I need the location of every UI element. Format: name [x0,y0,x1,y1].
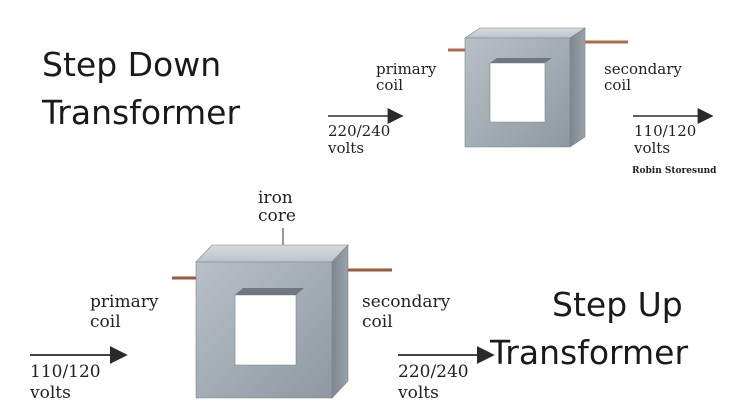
step-up-transformer [30,228,495,399]
step-down-secondary-label-2: coil [604,76,632,94]
step-up-secondary-label-2: coil [362,312,393,332]
step-up-title-line1: Step Up [552,285,683,324]
step-up-output-unit: volts [398,383,439,403]
step-up-primary-label-2: coil [90,312,121,332]
step-down-primary-coil [456,55,502,108]
step-down-title-line2: Transformer [42,93,241,132]
image-credit: Robin Storesund [632,166,717,176]
step-down-iron-core [464,27,586,148]
step-down-input-voltage: 220/240 [328,122,391,140]
step-up-input-unit: volts [30,383,71,403]
step-down-transformer [328,27,714,148]
step-up-output-voltage: 220/240 [398,362,469,382]
step-up-secondary-coil [295,281,348,341]
iron-core-label-2: core [258,206,296,226]
step-down-input-unit: volts [328,139,365,157]
step-up-input-voltage: 110/120 [30,362,101,382]
step-down-output-voltage: 110/120 [634,122,697,140]
iron-core-label-1: iron [258,188,293,208]
step-up-primary-label-1: primary [90,292,159,312]
step-down-secondary-coil [551,62,590,105]
step-up-title-line2: Transformer [490,333,689,372]
step-up-secondary-label-1: secondary [362,292,451,312]
step-down-output-unit: volts [634,139,671,157]
step-down-secondary-label-1: secondary [604,60,682,78]
step-up-primary-coil [184,287,246,336]
step-down-primary-label-2: coil [376,76,404,94]
step-down-title-line1: Step Down [42,45,222,84]
step-down-primary-label-1: primary [376,60,437,78]
